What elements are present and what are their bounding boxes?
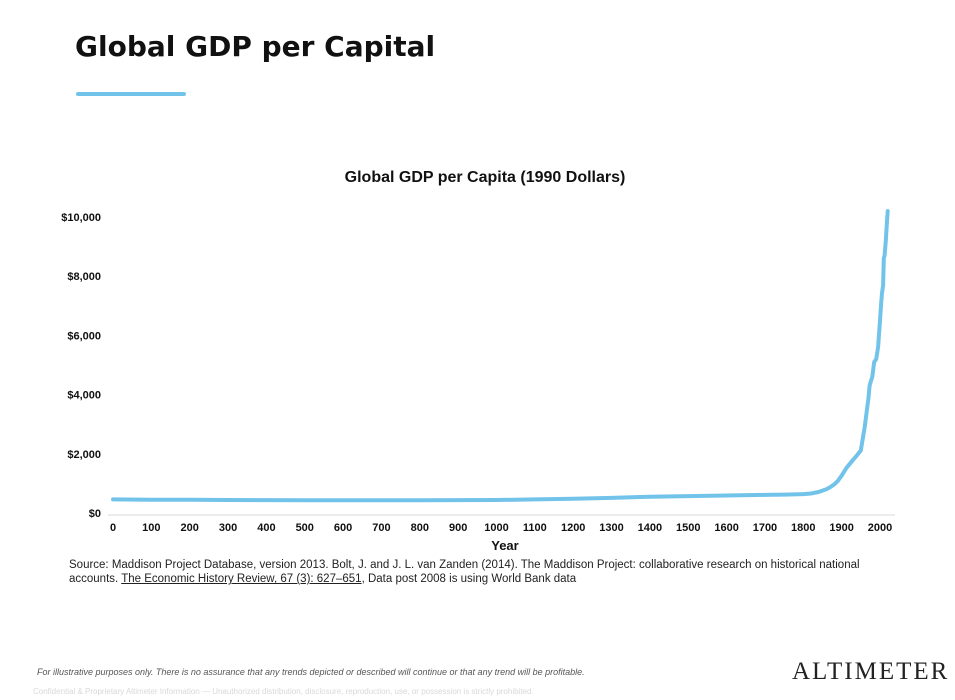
x-tick-label: 600	[334, 522, 352, 534]
series-line	[111, 209, 890, 503]
x-axis-label: Year	[491, 538, 518, 553]
x-tick-label: 400	[257, 522, 275, 534]
title-underline	[76, 92, 186, 96]
slide-title: Global GDP per Capital	[75, 30, 436, 63]
chart-title: Global GDP per Capita (1990 Dollars)	[345, 169, 626, 186]
x-tick-label: 500	[296, 522, 314, 534]
y-tick-label: $8,000	[67, 271, 101, 283]
y-tick-label: $4,000	[67, 390, 101, 402]
y-tick-label: $0	[89, 508, 101, 520]
y-tick-label: $6,000	[67, 330, 101, 342]
x-tick-label: 1200	[561, 522, 585, 534]
x-axis: 0 100 200 300 400 500 600 700 800 900 1000 1100 1200…	[110, 522, 892, 534]
x-tick-label: 2000	[868, 522, 892, 534]
x-tick-label: 200	[181, 522, 199, 534]
y-axis: $0 $2,000 $4,000 $6,000 $8,000 $10,000	[61, 212, 101, 520]
x-tick-label: 1400	[638, 522, 662, 534]
source-text: Source: Maddison Project Database, versi…	[69, 559, 860, 585]
x-tick-label: 1600	[714, 522, 738, 534]
x-tick-label: 700	[372, 522, 390, 534]
x-tick-label: 1700	[753, 522, 777, 534]
x-tick-label: 0	[110, 522, 116, 534]
x-tick-label: 1900	[829, 522, 853, 534]
x-tick-label: 900	[449, 522, 467, 534]
y-tick-label: $10,000	[61, 212, 101, 224]
altimeter-logo: ALTIMETER	[792, 658, 950, 685]
x-tick-label: 1100	[523, 522, 547, 534]
x-tick-label: 1300	[599, 522, 623, 534]
source-text-after: , Data post 2008 is using World Bank dat…	[361, 573, 577, 585]
x-tick-label: 1500	[676, 522, 700, 534]
x-tick-label: 1800	[791, 522, 815, 534]
gdp-line-chart: Global GDP per Capita (1990 Dollars) $0$…	[61, 169, 895, 553]
footer-disclaimer: For illustrative purposes only. There is…	[37, 667, 585, 677]
footer-confidential: Confidential & Proprietary Altimeter Inf…	[33, 687, 534, 696]
source-journal-link[interactable]: The Economic History Review, 67 (3): 627…	[121, 573, 362, 585]
x-tick-label: 100	[142, 522, 160, 534]
y-tick-label: $2,000	[67, 449, 101, 461]
x-tick-label: 1000	[484, 522, 508, 534]
x-tick-label: 800	[411, 522, 429, 534]
source-note: Source: Maddison Project Database, versi…	[69, 558, 909, 586]
x-tick-label: 300	[219, 522, 237, 534]
